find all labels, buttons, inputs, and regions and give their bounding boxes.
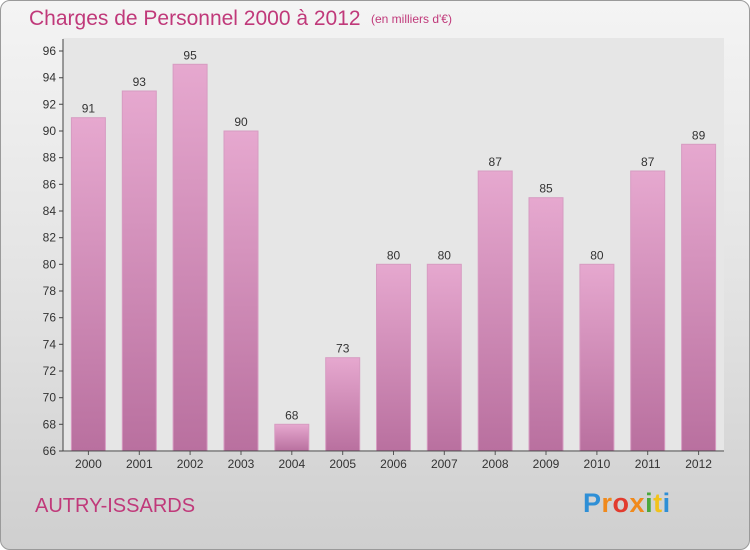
y-tick-label: 72 (43, 364, 57, 378)
y-tick-label: 88 (43, 151, 57, 165)
data-label-2007: 80 (438, 248, 452, 262)
data-label-2011: 87 (641, 155, 655, 169)
data-label-2002: 95 (183, 48, 197, 62)
y-tick-label: 76 (43, 311, 57, 325)
data-label-2004: 68 (285, 408, 299, 422)
y-tick-label: 94 (43, 71, 57, 85)
x-tick-label: 2004 (278, 457, 305, 471)
x-tick-label: 2007 (431, 457, 458, 471)
y-tick-label: 78 (43, 284, 57, 298)
bar-2004 (274, 423, 310, 452)
y-tick-label: 86 (43, 177, 57, 191)
x-tick-label: 2009 (533, 457, 560, 471)
y-tick-label: 90 (43, 124, 57, 138)
data-label-2009: 85 (539, 182, 553, 196)
x-tick-label: 2010 (584, 457, 611, 471)
y-tick-label: 96 (43, 44, 57, 58)
logo-letter: r (601, 488, 613, 518)
y-tick-label: 66 (43, 444, 57, 458)
data-label-2001: 93 (133, 75, 147, 89)
data-label-2005: 73 (336, 342, 350, 356)
logo-letter: o (612, 488, 630, 518)
bar-2000 (70, 117, 106, 452)
x-tick-label: 2005 (329, 457, 356, 471)
bars-group: 91 93 95 90 68 73 80 80 87 85 80 87 89 (70, 48, 717, 452)
x-tick-label: 2006 (380, 457, 407, 471)
data-label-2008: 87 (489, 155, 503, 169)
y-tick-label: 92 (43, 97, 57, 111)
logo-letter: i (662, 488, 671, 518)
chart-title: Charges de Personnel 2000 à 2012 (29, 7, 361, 30)
x-tick-label: 2012 (685, 457, 712, 471)
y-tick-label: 68 (43, 417, 57, 431)
chart-subtitle: (en milliers d'€) (371, 12, 452, 26)
y-tick-label: 84 (43, 204, 57, 218)
y-tick-label: 80 (43, 257, 57, 271)
bar-2008 (477, 170, 513, 452)
data-label-2000: 91 (82, 102, 96, 116)
data-label-2003: 90 (234, 115, 248, 129)
x-tick-label: 2011 (635, 457, 661, 471)
logo-letter: x (629, 488, 646, 518)
data-label-2006: 80 (387, 248, 401, 262)
bar-2005 (325, 357, 361, 452)
x-tick-label: 2001 (126, 457, 153, 471)
logo-letter: i (645, 488, 654, 518)
data-label-2012: 89 (692, 128, 706, 142)
bar-2006 (376, 263, 411, 452)
y-tick-label: 70 (43, 391, 57, 405)
bar-2007 (426, 263, 462, 452)
x-tick-label: 2008 (482, 457, 509, 471)
commune-name: AUTRY-ISSARDS (35, 495, 196, 517)
logo-letter: P (583, 488, 602, 518)
y-tick-label: 74 (43, 337, 57, 351)
bar-2001 (121, 90, 157, 452)
bar-2003 (223, 130, 259, 452)
logo-letter: t (653, 488, 663, 518)
x-tick-label: 2000 (75, 457, 102, 471)
bar-2002 (172, 63, 208, 452)
proxiti-logo: Proxiti (583, 488, 671, 519)
bar-2010 (579, 263, 615, 452)
bar-2009 (528, 197, 564, 452)
x-tick-label: 2002 (177, 457, 204, 471)
y-tick-label: 82 (43, 231, 57, 245)
data-label-2010: 80 (590, 248, 604, 262)
x-tick-label: 2003 (228, 457, 255, 471)
bar-2011 (630, 170, 666, 452)
axes-group: 2000 2001 2002 2003 2004 2005 2006 2007 2008 2009… (43, 39, 724, 471)
bar-2012 (681, 143, 717, 452)
